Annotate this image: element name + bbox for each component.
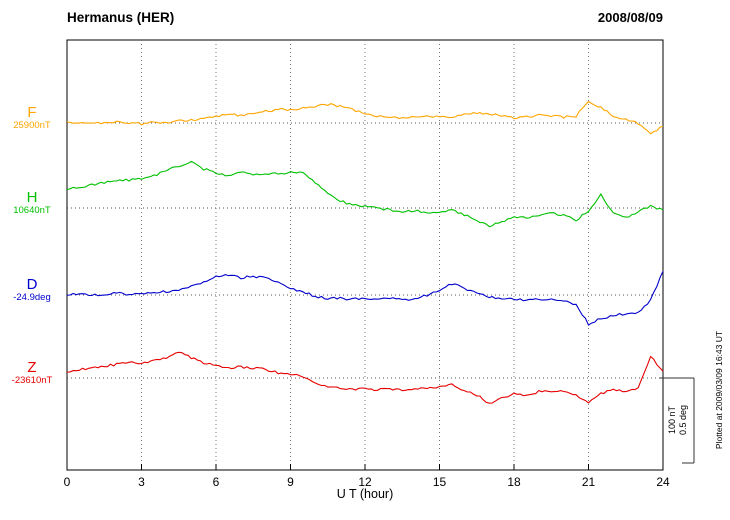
- trace-D: [66, 270, 664, 326]
- x-axis-title: U T (hour): [336, 487, 394, 501]
- series-baseline-H: 10640nT: [13, 205, 51, 216]
- x-tick-label: 21: [582, 475, 596, 489]
- series-label-H: H 10640nT: [0, 190, 64, 216]
- trace-F: [66, 100, 664, 135]
- station-title: Hermanus (HER): [67, 10, 175, 25]
- x-tick-label: 0: [64, 475, 71, 489]
- date-label: 2008/08/09: [597, 10, 663, 25]
- series-label-Z: Z -23610nT: [0, 360, 64, 386]
- series-code-Z: Z: [27, 359, 37, 376]
- series-baseline-Z: -23610nT: [11, 375, 53, 386]
- series-code-D: D: [26, 276, 38, 293]
- scale-bar-label: 100 nT 0.5 deg: [667, 378, 689, 462]
- series-code-F: F: [27, 104, 37, 121]
- x-tick-label: 18: [507, 475, 521, 489]
- plotted-at-note: Plotted at 2009/03/09 16:43 UT: [714, 330, 724, 450]
- x-tick-label: 6: [213, 475, 220, 489]
- x-tick-label: 9: [287, 475, 294, 489]
- series-code-H: H: [26, 189, 38, 206]
- scale-label-nt: 100 nT: [667, 405, 677, 435]
- x-tick-label: 24: [656, 475, 670, 489]
- x-tick-label: 15: [433, 475, 447, 489]
- trace-Z: [66, 351, 664, 404]
- series-label-D: D -24.9deg: [0, 277, 64, 303]
- x-tick-label: 12: [358, 475, 372, 489]
- series-label-F: F 25900nT: [0, 105, 64, 131]
- series-baseline-D: -24.9deg: [13, 292, 51, 303]
- x-tick-label: 3: [138, 475, 145, 489]
- trace-H: [66, 160, 664, 228]
- series-baseline-F: 25900nT: [13, 120, 51, 131]
- scale-label-deg: 0.5 deg: [678, 404, 688, 436]
